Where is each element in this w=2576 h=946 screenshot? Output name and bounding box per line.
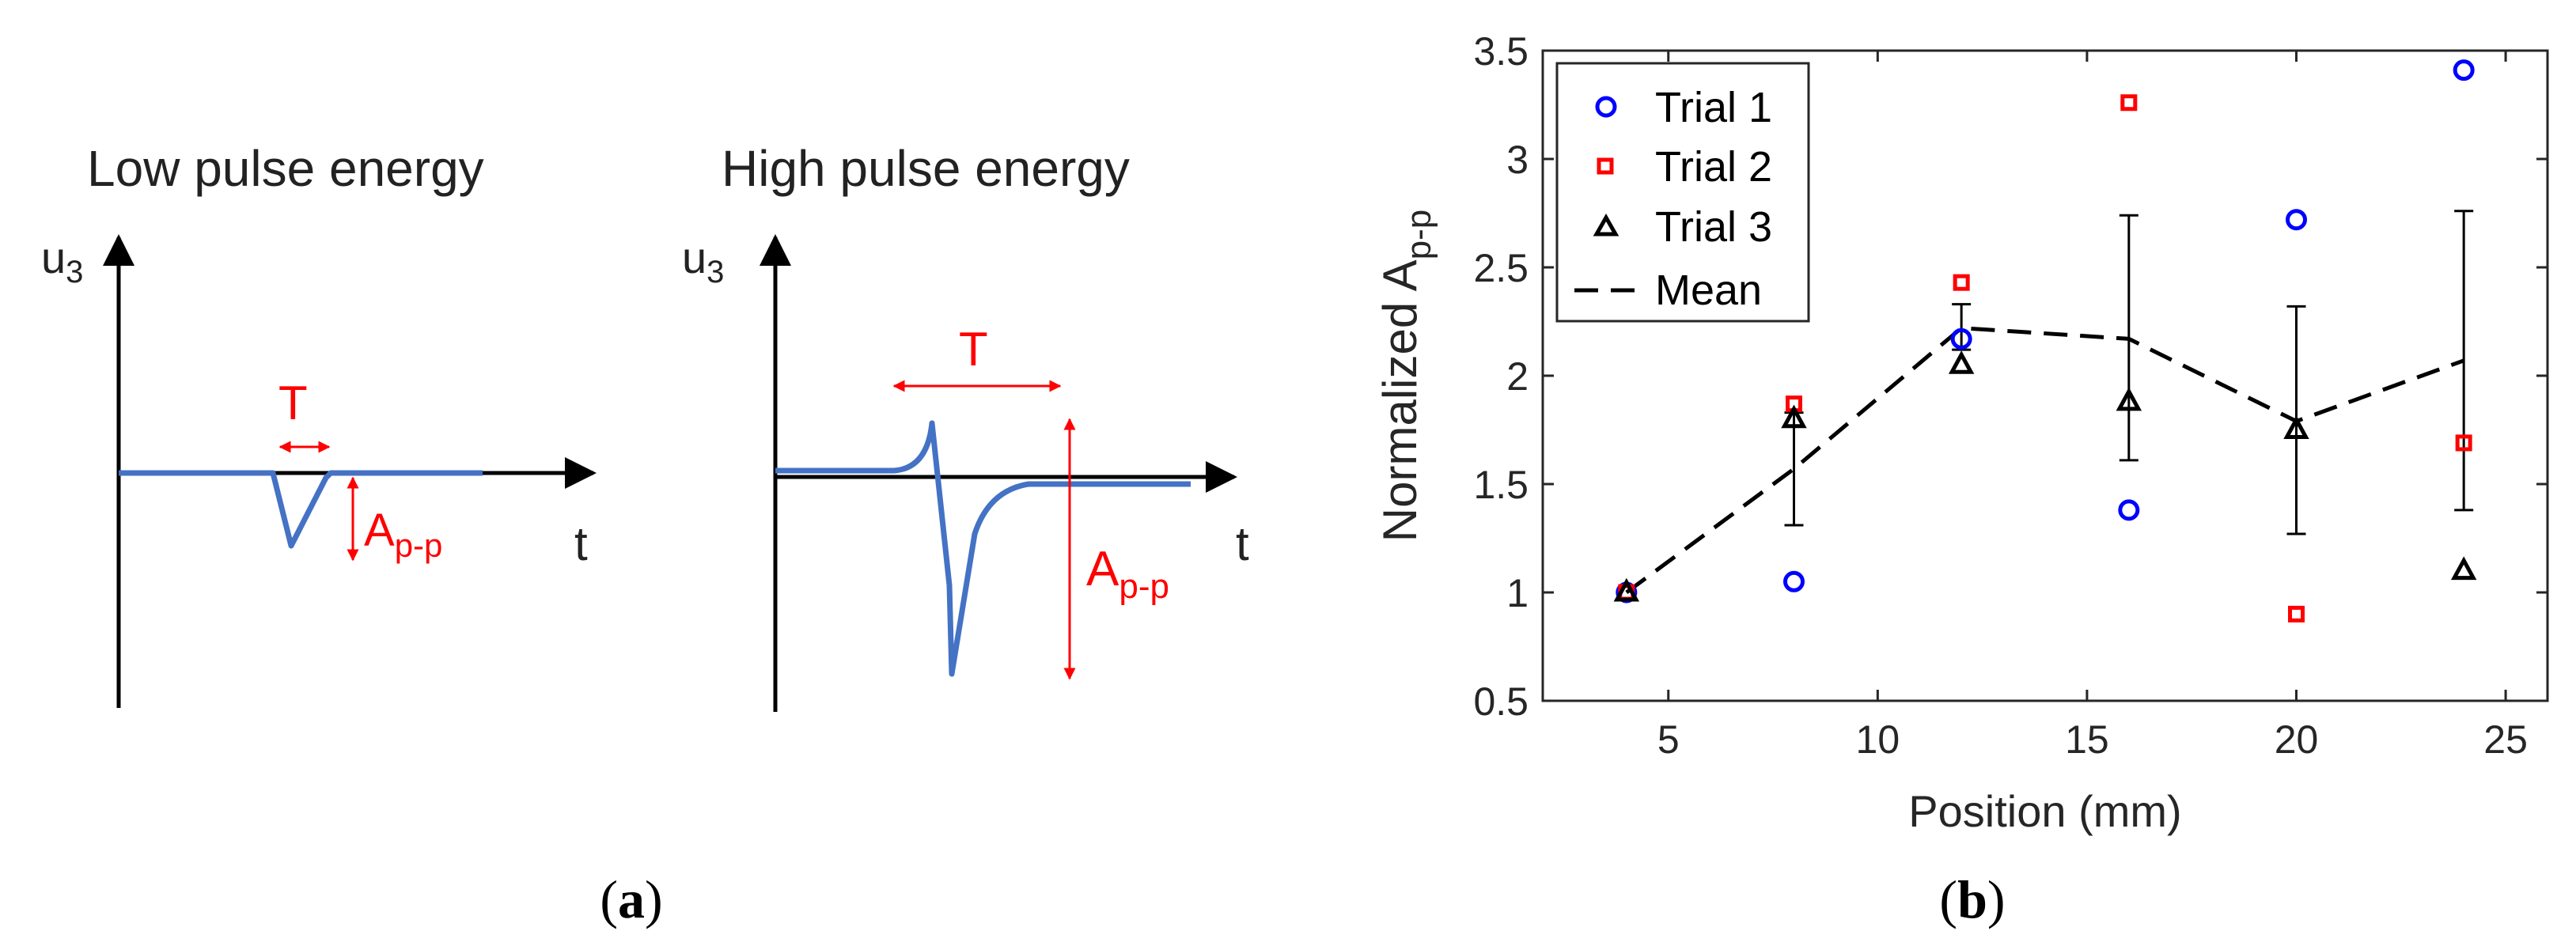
- low-energy-schematic: Low pulse energy u3 t T Ap-p: [41, 140, 597, 708]
- point-trial-3: [1613, 577, 1640, 602]
- mean-line: [1625, 326, 2465, 595]
- y-tick-label: 1: [1506, 571, 1529, 615]
- data-markers: [1613, 59, 2477, 622]
- legend-label-trial-3: Trial 3: [1655, 203, 1772, 251]
- point-trial-2: [1953, 274, 1970, 291]
- point-trial-3: [2450, 556, 2477, 581]
- legend-marker-trial-2: [1597, 157, 1614, 175]
- y-tick-label: 3.5: [1473, 29, 1529, 74]
- x-tick-label: 20: [2275, 717, 2319, 762]
- panel-a-label: (a): [600, 869, 662, 929]
- low-x-axis-label: t: [574, 517, 588, 570]
- high-y-axis-label: u3: [682, 233, 724, 289]
- high-width-label: T: [959, 323, 988, 376]
- y-tick-label: 3: [1506, 138, 1529, 182]
- low-energy-title: Low pulse energy: [87, 140, 484, 197]
- high-pulse-signal: [775, 420, 1191, 677]
- high-energy-title: High pulse energy: [722, 140, 1130, 197]
- y-tick-label: 1.5: [1473, 463, 1529, 507]
- x-tick-label: 10: [1856, 717, 1900, 762]
- x-axis-label: Position (mm): [1908, 786, 2181, 836]
- low-width-label: T: [278, 377, 308, 429]
- legend-label-trial-1: Trial 1: [1655, 84, 1772, 131]
- high-x-axis-label: t: [1236, 517, 1249, 570]
- high-energy-schematic: High pulse energy u3 t T Ap-p: [682, 140, 1249, 712]
- y-tick-label: 2: [1506, 354, 1529, 399]
- low-amplitude-label: Ap-p: [364, 505, 442, 564]
- legend-label-trial-2: Trial 2: [1655, 143, 1772, 191]
- error-bars: [1784, 210, 2474, 535]
- x-tick-label: 25: [2483, 717, 2528, 762]
- legend-marker-trial-1: [1595, 96, 1617, 118]
- point-trial-2: [2455, 434, 2472, 452]
- y-tick-label: 2.5: [1473, 246, 1529, 290]
- point-trial-3: [2283, 415, 2309, 439]
- low-pulse-signal: [119, 470, 483, 549]
- point-trial-1: [1783, 570, 1805, 592]
- panel-b-label: (b): [1939, 869, 2005, 929]
- point-trial-1: [2453, 59, 2475, 81]
- point-trial-3: [1948, 350, 1975, 374]
- point-trial-2: [2288, 605, 2305, 622]
- legend: Trial 1 Trial 2 Trial 3 Mean: [1555, 62, 1810, 323]
- panel-b-chart: 0.511.522.533.5 5 10 15 20 25 Position (mm) …: [1373, 29, 2549, 929]
- point-trial-1: [2286, 209, 2307, 231]
- y-tick-label: 0.5: [1473, 679, 1529, 724]
- legend-label-mean: Mean: [1655, 267, 1762, 314]
- point-trial-2: [2120, 94, 2138, 112]
- x-tick-label: 5: [1657, 717, 1680, 762]
- x-tick-label: 15: [2065, 717, 2109, 762]
- point-trial-3: [1781, 404, 1807, 429]
- x-ticks: 5 10 15 20 25: [1657, 51, 2528, 762]
- point-trial-1: [2118, 499, 2140, 521]
- high-amplitude-label: Ap-p: [1086, 542, 1169, 606]
- legend-marker-trial-3: [1593, 213, 1619, 236]
- y-axis-label: Normalized Ap-p: [1373, 210, 1438, 542]
- y-ticks: 0.5 1 1.5 2 2.5 3 3.5: [1473, 29, 2548, 724]
- point-trial-3: [2116, 387, 2142, 411]
- low-y-axis-label: u3: [41, 233, 83, 289]
- point-trial-1: [1950, 327, 1972, 350]
- panel-a: Low pulse energy u3 t T Ap-p High pulse …: [41, 140, 1249, 929]
